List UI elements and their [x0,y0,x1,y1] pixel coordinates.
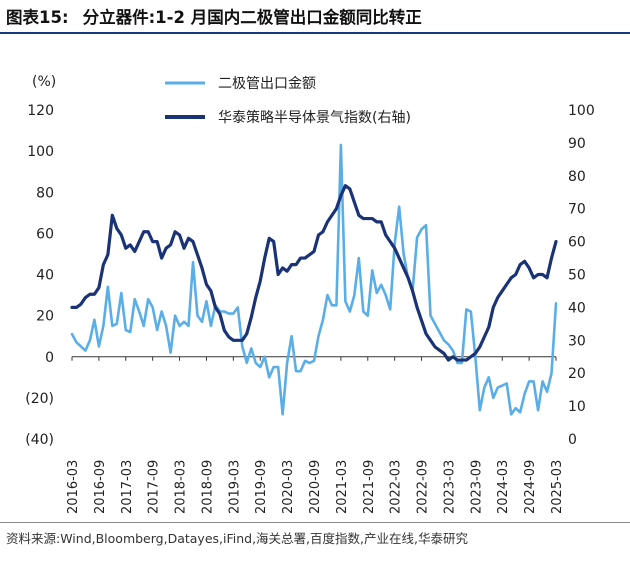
left-axis-tick-label: (40) [25,432,54,448]
x-axis-tick-label: 2022-03 [389,460,404,514]
left-axis-tick-label: 40 [36,268,54,284]
x-axis-tick-label: 2016-03 [66,460,81,514]
legend-label-semiconductor-index: 华泰策略半导体景气指数(右轴) [218,109,411,126]
legend-label-diode-export: 二极管出口金额 [218,76,316,92]
line-chart: (%) (40) (20) 0 20 40 60 80 100 120 0 10 20 30 40 50 60 7… [25,74,594,514]
left-axis-tick-label: 80 [36,185,54,201]
right-axis-tick-label: 60 [568,235,586,251]
right-axis-tick-label: 20 [568,366,586,382]
left-axis-tick-label: 20 [36,309,54,325]
left-axis-tick-label: 60 [36,226,54,242]
series-layer [70,143,558,416]
right-axis-tick-label: 80 [568,169,586,185]
source-divider [0,522,630,523]
x-axis-tick-label: 2020-03 [281,460,296,514]
x-axis-tick-label: 2019-03 [227,460,242,514]
x-axis-tick-label: 2018-03 [174,460,189,514]
x-axis-tick-label: 2017-03 [120,460,135,514]
right-axis-tick-label: 40 [568,300,586,316]
right-axis-tick-label: 10 [568,399,586,415]
left-axis-tick-label: (20) [25,391,54,407]
x-axis-tick-label: 2023-09 [469,460,484,514]
left-axis-tick-label: 100 [27,144,54,160]
axes-layer: (%) (40) (20) 0 20 40 60 80 100 120 0 10 20 30 40 50 60 7… [25,74,594,514]
source-note: 资料来源:Wind,Bloomberg,Datayes,iFind,海关总署,百… [6,531,468,546]
figure-title: 分立器件:1-2 月国内二极管出口金额同比转正 [82,8,422,27]
left-axis-tick-label: 120 [27,103,54,119]
x-axis-tick-label: 2025-03 [550,460,565,514]
x-axis-tick-label: 2020-09 [308,460,323,514]
title-divider [0,32,630,34]
right-axis-tick-label: 90 [568,136,586,152]
x-axis-tick-label: 2018-09 [200,460,215,514]
x-axis-tick-label: 2024-03 [496,460,511,514]
x-axis-tick-label: 2024-09 [523,460,538,514]
x-axis-tick-label: 2019-09 [254,460,269,514]
left-axis-tick-label: 0 [45,350,54,366]
right-axis-tick-label: 0 [568,432,577,448]
x-axis-tick-label: 2022-09 [416,460,431,514]
right-axis-tick-label: 100 [568,103,595,119]
x-axis-tick-label: 2021-03 [335,460,350,514]
x-axis-tick-label: 2023-03 [442,460,457,514]
figure-title-row: 图表15: 分立器件:1-2 月国内二极管出口金额同比转正 [6,4,422,28]
right-axis-tick-label: 70 [568,202,586,218]
series-line-semiconductor-index [70,184,558,362]
x-axis-tick-label: 2017-09 [147,460,162,514]
x-axis-tick-label: 2016-09 [93,460,108,514]
figure-label: 图表15: [6,8,69,27]
series-line-diode-export [70,143,558,416]
x-axis-tick-label: 2021-09 [362,460,377,514]
right-axis-tick-label: 30 [568,333,586,349]
left-axis-unit-label: (%) [32,74,56,90]
right-axis-tick-label: 50 [568,268,586,284]
legend: 二极管出口金额 华泰策略半导体景气指数(右轴) [165,76,411,126]
